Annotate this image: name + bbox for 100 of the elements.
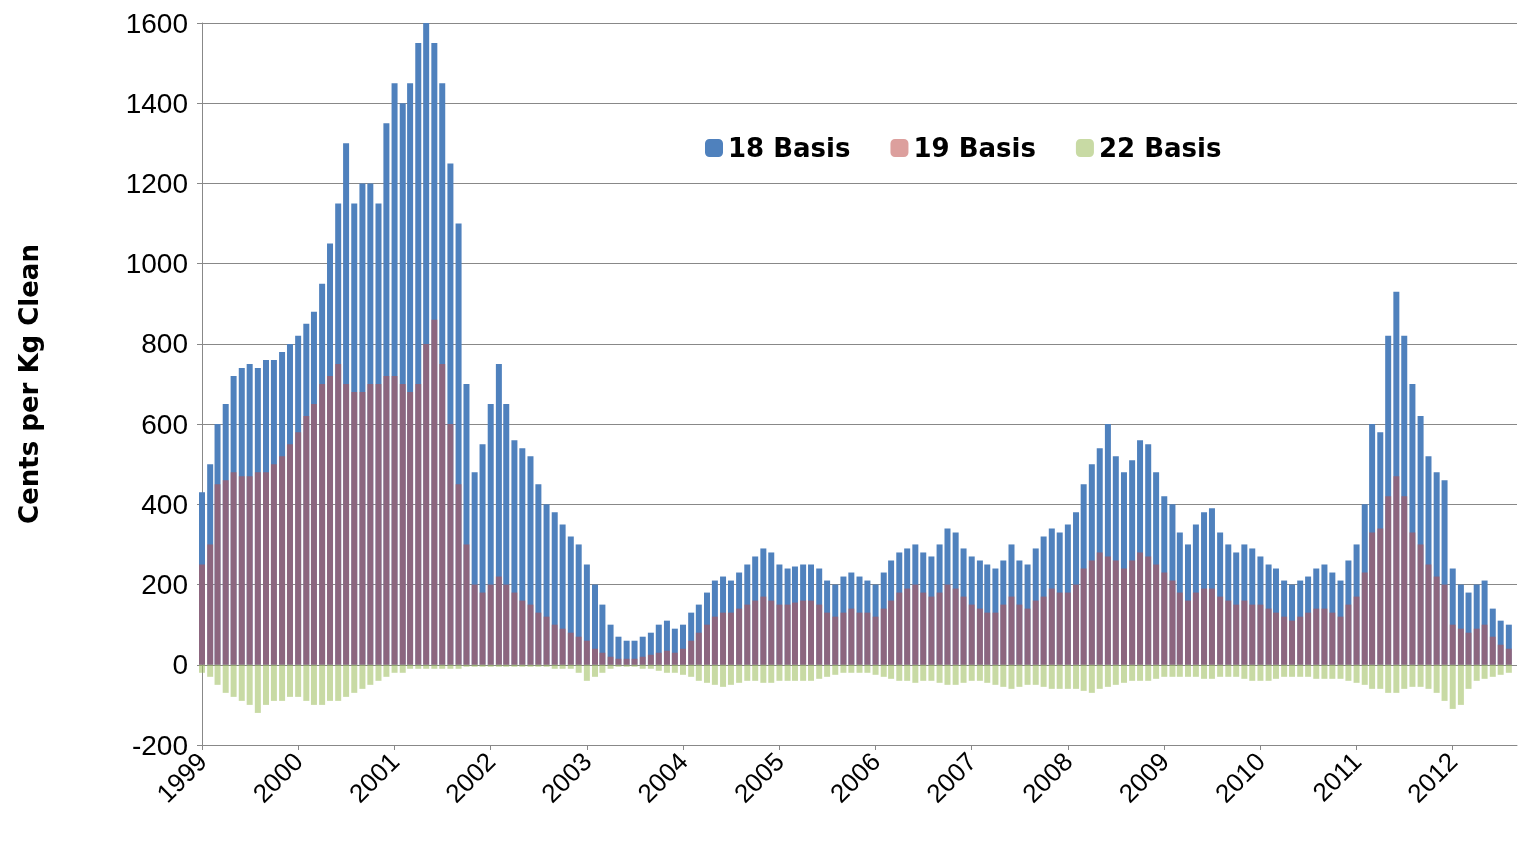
- bar: [1032, 664, 1039, 685]
- bar: [1233, 604, 1240, 665]
- bar: [1249, 604, 1256, 665]
- bar: [439, 664, 446, 669]
- bar: [1008, 596, 1015, 665]
- bar: [1176, 592, 1183, 665]
- bar: [1313, 608, 1320, 665]
- bar: [1249, 664, 1256, 681]
- bar: [1161, 664, 1168, 677]
- bar: [1241, 664, 1248, 679]
- bar: [415, 664, 422, 669]
- bar: [1169, 580, 1176, 665]
- bar: [575, 636, 582, 665]
- bar: [1153, 564, 1160, 665]
- bar: [295, 335, 302, 665]
- bar: [1040, 664, 1047, 687]
- bar: [1473, 584, 1480, 665]
- bar: [1457, 664, 1464, 705]
- bar: [968, 556, 975, 665]
- bar: [599, 664, 606, 673]
- bar: [1137, 664, 1144, 681]
- bar: [343, 143, 350, 665]
- bar: [607, 664, 614, 669]
- bar: [567, 536, 574, 665]
- bar: [607, 656, 614, 665]
- bar: [695, 604, 702, 665]
- bar: [864, 612, 871, 665]
- bar: [1489, 608, 1496, 665]
- bar: [431, 664, 438, 669]
- bar: [1008, 544, 1015, 665]
- bar: [1192, 524, 1199, 665]
- bar: [736, 608, 743, 665]
- bar: [688, 664, 695, 677]
- bar: [1064, 524, 1071, 665]
- bar: [222, 480, 229, 665]
- bar: [1137, 552, 1144, 665]
- bar: [800, 664, 807, 681]
- bar: [1112, 456, 1119, 665]
- bar: [952, 532, 959, 665]
- bar: [1104, 424, 1111, 665]
- bar: [1249, 548, 1256, 665]
- bar: [383, 664, 390, 677]
- bar: [415, 384, 422, 665]
- bar: [904, 664, 911, 681]
- bar: [663, 664, 670, 673]
- bar: [1305, 576, 1312, 665]
- bar: [575, 664, 582, 673]
- bar: [695, 664, 702, 681]
- bar: [1297, 580, 1304, 665]
- bar: [1313, 568, 1320, 665]
- bar: [1353, 664, 1360, 683]
- bar: [246, 476, 253, 665]
- bar: [840, 612, 847, 665]
- bar: [1377, 528, 1384, 665]
- y-axis-title: Cents per Kg Clean: [14, 244, 44, 524]
- bar: [1473, 628, 1480, 665]
- bar: [1056, 664, 1063, 689]
- bar: [1233, 552, 1240, 665]
- bar: [896, 552, 903, 665]
- bar: [880, 608, 887, 665]
- bar: [1201, 588, 1208, 665]
- bar: [1032, 548, 1039, 665]
- bar: [1417, 544, 1424, 665]
- legend-label: 18 Basis: [728, 133, 851, 163]
- bar: [270, 464, 277, 665]
- bar: [1497, 664, 1504, 675]
- bar: [631, 658, 638, 665]
- bar: [527, 456, 534, 665]
- bar: [824, 664, 831, 677]
- bar: [1449, 568, 1456, 665]
- bar: [1217, 596, 1224, 665]
- bar: [310, 404, 317, 665]
- bar: [487, 404, 494, 665]
- bar: [1281, 580, 1288, 665]
- bar: [367, 183, 374, 665]
- bar: [559, 664, 566, 669]
- bar: [912, 544, 919, 665]
- bar: [351, 664, 358, 693]
- bar: [1056, 592, 1063, 665]
- bar: [1104, 556, 1111, 665]
- bar: [1497, 644, 1504, 665]
- bar: [720, 576, 727, 665]
- bar: [768, 552, 775, 665]
- bar: [904, 588, 911, 665]
- bar: [992, 568, 999, 665]
- y-tick-label: 200: [141, 569, 188, 601]
- bar: [246, 664, 253, 705]
- bar: [1377, 432, 1384, 665]
- bar: [1281, 664, 1288, 677]
- bar: [479, 444, 486, 665]
- bar: [776, 604, 783, 665]
- bar: [551, 624, 558, 665]
- bar: [367, 384, 374, 665]
- bar: [535, 612, 542, 665]
- bar: [1497, 620, 1504, 665]
- bar: [199, 492, 205, 665]
- bar: [447, 424, 454, 665]
- bar: [1337, 664, 1344, 679]
- bar: [744, 664, 751, 681]
- bar: [431, 319, 438, 665]
